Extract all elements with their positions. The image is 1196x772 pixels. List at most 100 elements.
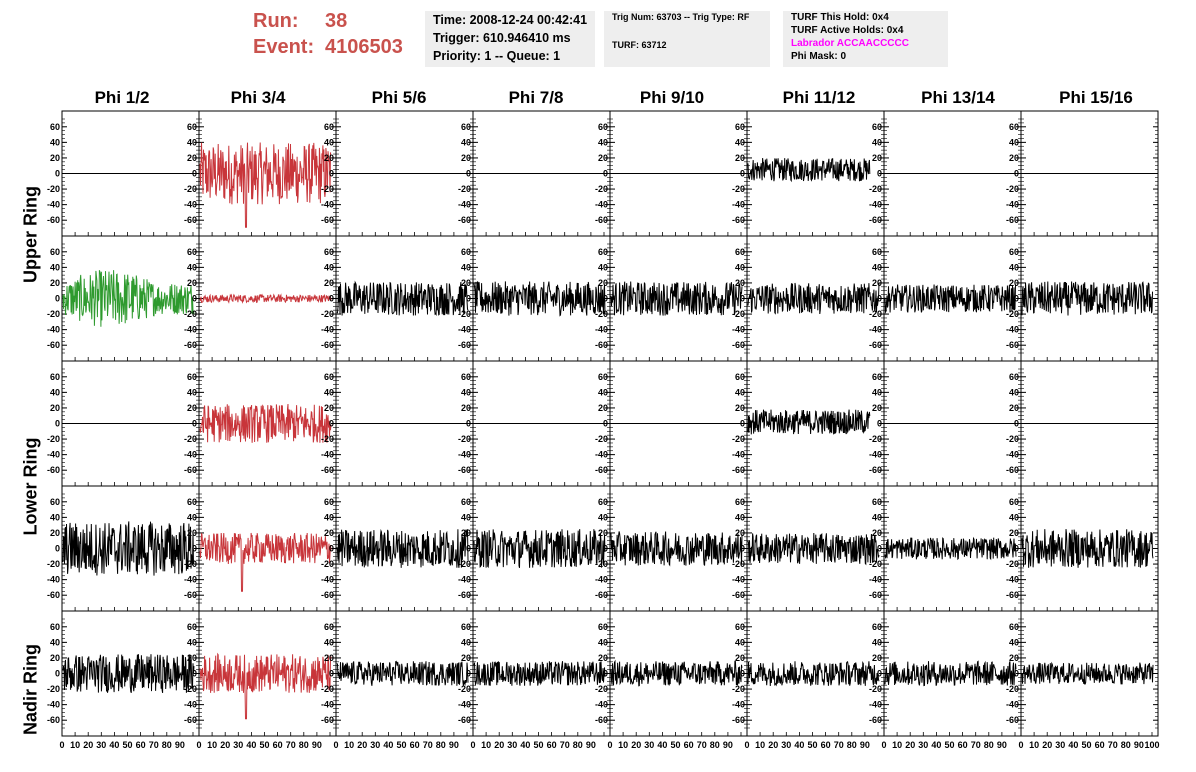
y-tick-label: -20 xyxy=(321,184,334,194)
y-tick-label: -40 xyxy=(321,700,334,710)
y-tick-label: -60 xyxy=(184,465,197,475)
y-tick-label: 0 xyxy=(603,544,608,554)
x-tick-label: 40 xyxy=(520,740,530,750)
phi-header-4: Phi 7/8 xyxy=(508,88,564,107)
turf-text: TURF: 63712 xyxy=(612,40,667,50)
y-tick-label: 40 xyxy=(598,262,608,272)
x-tick-label: 20 xyxy=(1042,740,1052,750)
y-tick-label: 0 xyxy=(1014,669,1019,679)
y-tick-label: -20 xyxy=(595,684,608,694)
y-tick-label: 0 xyxy=(877,419,882,429)
y-tick-label: 0 xyxy=(192,544,197,554)
y-tick-label: -40 xyxy=(458,700,471,710)
y-tick-label: 20 xyxy=(1009,153,1019,163)
y-tick-label: 0 xyxy=(329,419,334,429)
run-label: Run: xyxy=(253,10,299,32)
y-tick-label: 0 xyxy=(603,669,608,679)
x-tick-label: 80 xyxy=(299,740,309,750)
y-tick-label: -20 xyxy=(869,684,882,694)
x-tick-label: 40 xyxy=(1068,740,1078,750)
y-tick-label: -20 xyxy=(869,309,882,319)
x-tick-label: 10 xyxy=(618,740,628,750)
y-tick-label: 60 xyxy=(735,497,745,507)
y-tick-label: 60 xyxy=(735,122,745,132)
y-tick-label: 60 xyxy=(598,122,608,132)
y-tick-label: -40 xyxy=(732,450,745,460)
trace-waveform xyxy=(747,660,880,687)
y-tick-label: -40 xyxy=(595,325,608,335)
y-tick-label: 0 xyxy=(192,419,197,429)
y-tick-label: -60 xyxy=(321,340,334,350)
x-tick-label: 50 xyxy=(259,740,269,750)
trace-waveform xyxy=(336,280,469,317)
y-tick-label: 60 xyxy=(187,622,197,632)
y-tick-label: 20 xyxy=(324,403,334,413)
y-tick-label: -40 xyxy=(47,575,60,585)
y-tick-label: 20 xyxy=(187,403,197,413)
trace-waveform xyxy=(747,532,880,566)
y-tick-label: 40 xyxy=(598,637,608,647)
y-tick-label: 40 xyxy=(461,512,471,522)
x-tick-label: 30 xyxy=(1055,740,1065,750)
y-tick-label: -60 xyxy=(184,215,197,225)
trace-waveform xyxy=(610,281,743,316)
trigger-text: Trigger: 610.946410 ms xyxy=(433,31,571,45)
x-tick-label: 60 xyxy=(136,740,146,750)
trace-waveform xyxy=(610,659,743,687)
y-tick-label: 0 xyxy=(329,169,334,179)
y-tick-label: 40 xyxy=(50,512,60,522)
y-tick-label: 60 xyxy=(324,622,334,632)
trace-waveform xyxy=(62,270,195,327)
x-tick-label: 90 xyxy=(449,740,459,750)
y-tick-label: 0 xyxy=(55,419,60,429)
y-tick-label: 0 xyxy=(55,669,60,679)
y-tick-label: -40 xyxy=(869,325,882,335)
y-tick-label: 60 xyxy=(1009,622,1019,632)
x-tick-label: 80 xyxy=(710,740,720,750)
x-tick-label: 10 xyxy=(344,740,354,750)
y-tick-label: 40 xyxy=(461,387,471,397)
x-tick-label: 10 xyxy=(70,740,80,750)
y-tick-label: -60 xyxy=(47,340,60,350)
y-tick-label: 40 xyxy=(324,262,334,272)
x-tick-label: 20 xyxy=(631,740,641,750)
y-tick-label: 60 xyxy=(1009,497,1019,507)
y-tick-label: 60 xyxy=(872,622,882,632)
y-tick-label: 20 xyxy=(50,153,60,163)
y-tick-label: 60 xyxy=(461,247,471,257)
y-tick-label: -40 xyxy=(732,200,745,210)
y-tick-label: -40 xyxy=(732,325,745,335)
y-tick-label: -20 xyxy=(458,434,471,444)
y-tick-label: 60 xyxy=(735,247,745,257)
trace-waveform xyxy=(1021,661,1154,685)
y-tick-label: 0 xyxy=(740,544,745,554)
y-tick-label: -20 xyxy=(47,559,60,569)
time-text: Time: 2008-12-24 00:42:41 xyxy=(433,13,588,27)
y-tick-label: -60 xyxy=(869,465,882,475)
y-tick-label: 60 xyxy=(50,622,60,632)
y-tick-label: 20 xyxy=(872,153,882,163)
y-tick-label: -60 xyxy=(1006,465,1019,475)
y-tick-label: 40 xyxy=(872,387,882,397)
trace-waveform xyxy=(1021,281,1153,316)
y-tick-label: -20 xyxy=(321,684,334,694)
y-tick-label: 0 xyxy=(466,169,471,179)
y-tick-label: -60 xyxy=(732,590,745,600)
x-tick-label: 50 xyxy=(944,740,954,750)
x-tick-label: 70 xyxy=(1108,740,1118,750)
y-tick-label: -20 xyxy=(184,309,197,319)
y-tick-label: -60 xyxy=(595,715,608,725)
y-tick-label: -20 xyxy=(732,309,745,319)
x-tick-label: 90 xyxy=(1134,740,1144,750)
y-tick-label: -40 xyxy=(321,575,334,585)
trace-waveform xyxy=(610,531,743,567)
x-tick-label: 30 xyxy=(96,740,106,750)
y-tick-label: 20 xyxy=(324,653,334,663)
y-tick-label: 40 xyxy=(1009,137,1019,147)
y-tick-label: -20 xyxy=(595,559,608,569)
y-tick-label: -60 xyxy=(869,715,882,725)
y-tick-label: 0 xyxy=(55,169,60,179)
turf-this-hold: TURF This Hold: 0x4 xyxy=(791,12,889,23)
y-tick-label: 40 xyxy=(1009,262,1019,272)
y-tick-label: -60 xyxy=(321,590,334,600)
